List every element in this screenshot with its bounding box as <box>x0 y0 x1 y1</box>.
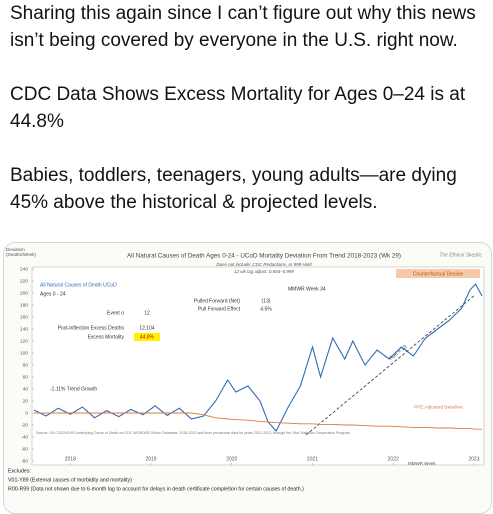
highlight <box>134 333 160 341</box>
source-box: Source: US CDC/NCHS Underlying Cause of … <box>36 431 351 435</box>
x-tick-label: 2019 <box>145 456 156 462</box>
paragraph: Sharing this again since I can’t figure … <box>10 3 476 51</box>
stat-label: Event o <box>107 310 124 316</box>
y-tick-label: -40 <box>21 434 28 440</box>
chart: All Natural Causes of Death Ages 0-24 - … <box>6 247 485 492</box>
series-line <box>34 412 482 430</box>
y-tick-label: -20 <box>21 422 28 428</box>
panel-text: All Natural Causes of Death UCoD <box>40 282 117 288</box>
plot-frame <box>31 266 485 466</box>
excludes: R00-R99 (Data not shown due to 6-month l… <box>8 486 304 492</box>
x-tick-label: 2021 <box>307 456 318 462</box>
y-axis-title: Deviation (Deaths/Week) <box>6 247 36 257</box>
y-tick-label: 140 <box>20 326 28 332</box>
subtitle: Does not include: CDC Redactions, or 999… <box>216 262 312 267</box>
y-tick-label: 200 <box>20 290 28 296</box>
stat-value: 44.8% <box>140 334 155 340</box>
y-axis-title-box: Deviation (Deaths/Week) <box>6 247 36 257</box>
y-tick-label: -80 <box>21 458 28 464</box>
y-tick-label: 20 <box>23 398 29 404</box>
y-tick-label: 80 <box>23 362 29 368</box>
annotation: -1.11% Trend Growth <box>50 386 97 392</box>
stat-value: (13) <box>262 298 271 304</box>
stat-label: Excess Mortality <box>88 334 125 340</box>
panel-text: Ages 0 - 24 <box>40 291 66 297</box>
stat-value: 4.5% <box>260 306 272 312</box>
y-tick-label: 240 <box>20 266 28 272</box>
x-tick-label: 2018 <box>65 456 76 462</box>
paragraph: CDC Data Shows Excess Mortality for Ages… <box>10 84 466 132</box>
stats: Event o 12 Post-Inflection Excess Deaths 12… <box>58 298 273 340</box>
x-tick-label: 2023 <box>468 456 479 462</box>
y-tick-label: 40 <box>23 386 29 392</box>
y-tick-label: -60 <box>21 446 28 452</box>
stat-label: Pull Forward Effect <box>198 306 241 312</box>
image-card[interactable]: All Natural Causes of Death Ages 0-24 - … <box>3 242 492 514</box>
annotation: MMWR Week 34 <box>288 286 326 292</box>
subtitle: 12 wk lag adjust: 0.654–0.999 <box>234 269 294 274</box>
watermark: The Ethical Skeptic <box>439 252 482 258</box>
post-text: Sharing this again since I can’t figure … <box>10 0 485 243</box>
trend-line <box>305 294 476 436</box>
excludes: V01-Y89 (External causes of morbidity an… <box>8 477 132 483</box>
annotation: MMWR Week <box>408 461 436 466</box>
label-box <box>396 269 480 278</box>
excludes: Excludes: <box>8 468 31 474</box>
stat-label: Pulled Forward (Net) <box>194 298 240 304</box>
page: {"post": {"paragraphs": [ "Sharing this … <box>3 0 492 514</box>
x-tick-label: 2022 <box>388 456 399 462</box>
y-tick-label: 220 <box>20 278 28 284</box>
y-tick-label: 0 <box>25 410 28 416</box>
annotation: Counterfactual Decline <box>413 271 464 277</box>
paragraph: Babies, toddlers, teenagers, young adult… <box>10 165 457 213</box>
y-tick-label: 100 <box>20 350 28 356</box>
y-tick-label: 60 <box>23 374 29 380</box>
stat-value: 12,104 <box>139 325 155 331</box>
y-tick-label: 120 <box>20 338 28 344</box>
stat-value: 12 <box>144 310 150 316</box>
annotation: PFE Adjusted Baseline <box>414 404 463 410</box>
y-tick-label: 180 <box>20 302 28 308</box>
chart-title: All Natural Causes of Death Ages 0-24 - … <box>127 253 401 260</box>
y-tick-label: 160 <box>20 314 28 320</box>
x-tick-label: 2020 <box>226 456 237 462</box>
stat-label: Post-Inflection Excess Deaths <box>58 325 125 331</box>
source: Source: US CDC/NCHS Underlying Cause of … <box>36 431 351 435</box>
